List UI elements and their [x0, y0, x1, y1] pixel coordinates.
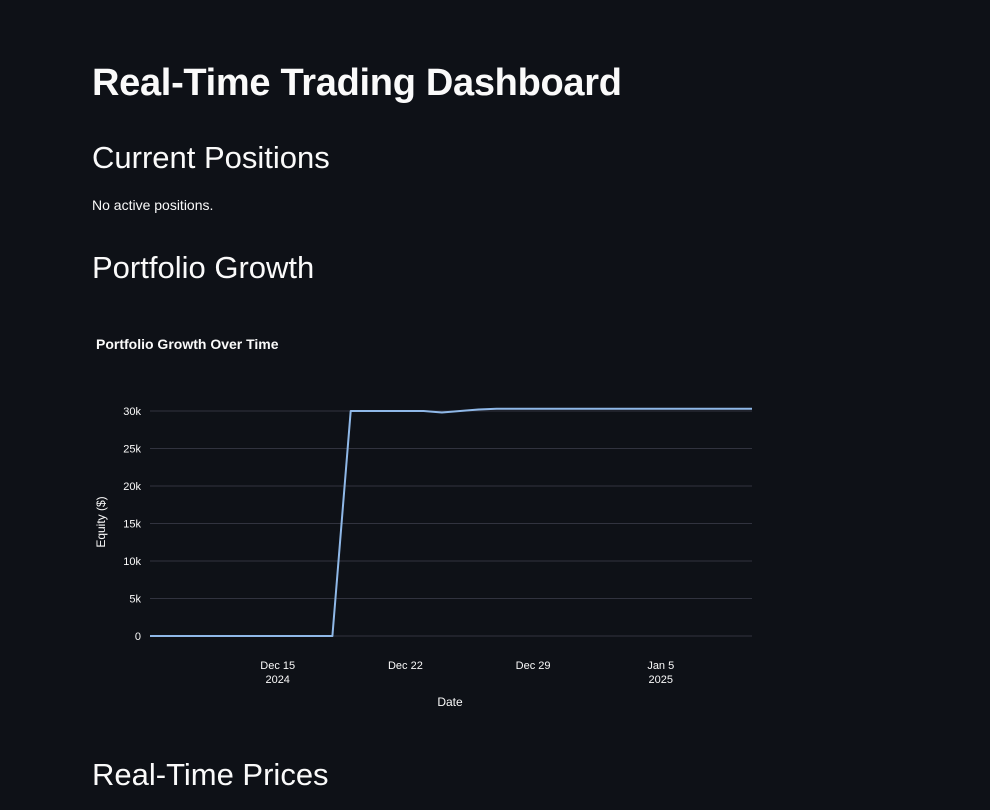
y-axis-label: Equity ($) [94, 496, 108, 547]
real-time-prices-heading: Real-Time Prices [92, 757, 329, 792]
y-tick-label: 15k [123, 519, 141, 531]
x-tick-year-label: 2024 [265, 674, 289, 686]
x-tick-label: Dec 15 [260, 660, 295, 672]
page-title: Real-Time Trading Dashboard [92, 62, 622, 104]
equity-series-line [150, 407, 752, 637]
y-axis-ticks: 0 5k 10k 15k 20k 25k 30k [123, 406, 141, 643]
x-tick-label: Dec 22 [388, 660, 423, 672]
x-axis-label: Date [437, 695, 463, 709]
chart-svg[interactable]: Portfolio Growth Over Time 0 5k 10k 15k 20k 2… [92, 318, 772, 718]
chart-gridlines [150, 410, 752, 637]
y-tick-label: 5k [129, 594, 141, 606]
chart-title: Portfolio Growth Over Time [96, 336, 279, 352]
y-tick-label: 10k [123, 556, 141, 568]
current-positions-heading: Current Positions [92, 140, 330, 175]
portfolio-growth-chart[interactable]: Portfolio Growth Over Time 0 5k 10k 15k 20k 2… [92, 318, 772, 718]
chart-series [150, 407, 752, 637]
x-axis-ticks: Dec 15 2024 Dec 22 Dec 29 Jan 5 2025 [260, 660, 674, 686]
portfolio-growth-heading: Portfolio Growth [92, 250, 315, 285]
y-tick-label: 25k [123, 444, 141, 456]
y-tick-label: 0 [135, 631, 141, 643]
y-tick-label: 30k [123, 406, 141, 418]
no-positions-message: No active positions. [92, 197, 214, 213]
y-tick-label: 20k [123, 481, 141, 493]
x-tick-label: Jan 5 [647, 660, 674, 672]
x-tick-label: Dec 29 [516, 660, 551, 672]
x-tick-year-label: 2025 [649, 674, 673, 686]
